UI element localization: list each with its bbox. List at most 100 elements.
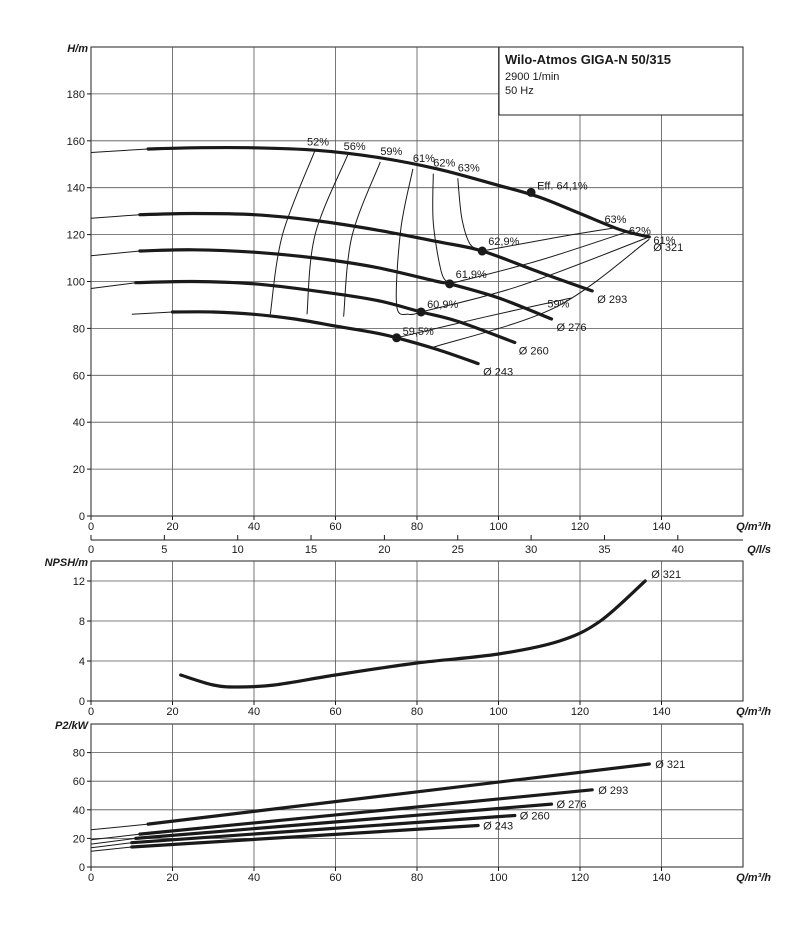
efficiency-contour [306,154,349,315]
power-x-tick-label: 120 [571,872,589,884]
head-series-label-321: Ø 321 [653,242,683,254]
head-x-tick-label: 120 [571,521,589,533]
head-y-tick-label: 120 [67,230,85,242]
npsh-y-tick-label: 8 [79,616,85,628]
head-x-tick-label: 40 [248,521,260,533]
npsh-x-tick-label: 80 [411,706,423,718]
head-series-243-extension [131,311,173,315]
efficiency-contour-label: 59% [380,146,402,158]
power-series-276-extension [90,837,136,845]
head-y-tick-label: 40 [73,417,85,429]
best-efficiency-point [526,187,536,197]
efficiency-contour-label: 59% [547,298,569,310]
npsh-y-tick-label: 0 [79,696,85,708]
best-efficiency-label: 62,9% [488,236,519,248]
power-series-label-321: Ø 321 [655,759,685,771]
head-y-tick-label: 100 [67,277,85,289]
efficiency-contour [343,161,381,317]
head-x-tick-label: 0 [88,521,94,533]
npsh-y-axis-label: NPSH/m [45,557,89,569]
efficiency-contour-label: 62% [629,226,651,238]
best-efficiency-point [416,307,426,317]
head-x-tick-label: 60 [329,521,341,533]
npsh-x-tick-label: 40 [248,706,260,718]
head-series-260 [134,279,517,345]
secondary-x-tick-label: 20 [378,544,390,556]
npsh-x-tick-label: 120 [571,706,589,718]
efficiency-contour-label: 52% [307,136,329,148]
efficiency-contour [269,150,316,315]
head-series-293 [138,211,594,293]
power-x-axis-label: Q/m³/h [736,872,771,884]
power-y-tick-label: 60 [73,776,85,788]
secondary-x-tick-label: 30 [525,544,537,556]
npsh-y-tick-label: 4 [79,656,85,668]
head-series-243 [170,310,480,366]
power-series-label-293: Ø 293 [598,785,628,797]
efficiency-contour-label: 56% [344,141,366,153]
head-series-293-extension [90,214,140,219]
best-efficiency-label: 60,9% [427,299,458,311]
npsh-x-tick-label: 20 [166,706,178,718]
power-series-293-extension [90,833,140,841]
npsh-x-axis-label: Q/m³/h [736,706,771,718]
head-series-label-276: Ø 276 [556,322,586,334]
power-x-tick-label: 20 [166,872,178,884]
efficiency-contour-label: 62% [433,158,455,170]
power-series-243-extension [90,846,132,852]
efficiency-contour-label: 63% [458,162,480,174]
power-series-260-extension [90,842,132,849]
power-series-321-extension [90,823,149,831]
power-x-tick-label: 60 [329,872,341,884]
efficiency-contour [449,229,634,285]
head-x-axis-label: Q/m³/h [736,521,771,533]
head-x-tick-label: 140 [652,521,670,533]
efficiency-contour-label: 61% [653,235,675,247]
head-x-tick-label: 80 [411,521,423,533]
power-series-label-260: Ø 260 [520,811,550,823]
head-series-321 [146,145,651,239]
power-y-axis-label: P2/kW [55,720,90,732]
power-series-321 [146,762,651,826]
secondary-x-tick-label: 35 [598,544,610,556]
secondary-x-tick-label: 5 [161,544,167,556]
chart-title: Wilo-Atmos GIGA-N 50/315 [505,52,671,67]
head-y-tick-label: 180 [67,89,85,101]
head-y-axis-label: H/m [67,43,88,55]
power-y-tick-label: 40 [73,805,85,817]
efficiency-contour [420,236,650,313]
secondary-x-tick-label: 0 [88,544,94,556]
power-series-243 [130,823,480,849]
best-efficiency-point [445,279,455,289]
speed-text: 2900 1/min [505,71,559,83]
npsh-series-321 [179,579,647,689]
head-y-tick-label: 20 [73,464,85,476]
head-series-label-260: Ø 260 [519,345,549,357]
head-series-260-extension [90,282,136,289]
best-efficiency-label: 59,5% [403,326,434,338]
npsh-x-tick-label: 60 [329,706,341,718]
power-y-tick-label: 80 [73,748,85,760]
power-y-tick-label: 0 [79,862,85,874]
power-x-tick-label: 140 [652,872,670,884]
head-y-tick-label: 140 [67,183,85,195]
power-x-tick-label: 80 [411,872,423,884]
power-panel: 0 20 40 60 80 0 20 40 60 80 100 120 140 P2/kW Q/m³/h Ø … [55,720,771,884]
head-series-label-293: Ø 293 [597,294,627,306]
efficiency-contour-label: 63% [604,214,626,226]
power-series-260 [130,813,517,845]
efficiency-contour [433,238,650,348]
secondary-x-tick-label: 15 [305,544,317,556]
best-efficiency-point [392,333,402,343]
efficiency-contour [482,227,617,252]
efficiency-contour [395,168,422,316]
npsh-series-label-321: Ø 321 [651,569,681,581]
efficiency-contour [432,173,451,285]
head-x-tick-label: 100 [489,521,507,533]
secondary-x-tick-label: 25 [452,544,464,556]
power-series-276 [134,802,554,840]
best-efficiency-label: 61,9% [456,269,487,281]
head-y-tick-label: 0 [79,511,85,523]
